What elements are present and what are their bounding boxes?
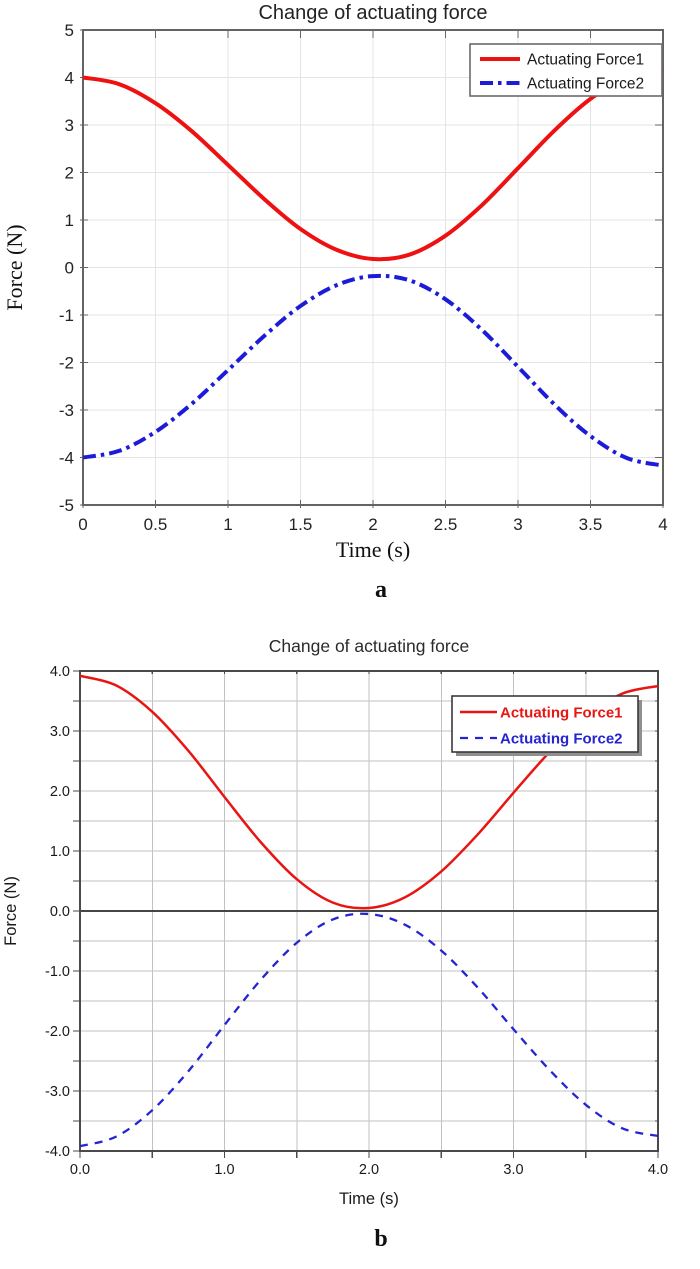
x-tick-label: 0.0 xyxy=(70,1162,90,1178)
x-tick-label: 1.5 xyxy=(289,515,313,534)
axis-ticks xyxy=(80,29,664,508)
chart-a-plot: Change of actuating force 0 0.5 1 1.5 2 2.5 3 3.… xyxy=(2,2,668,562)
legend: Actuating Force1 Actuating Force2 xyxy=(469,43,663,97)
y-axis-label: Force (N) xyxy=(2,876,20,946)
y-tick-label: 0.0 xyxy=(50,904,70,920)
x-axis-label: Time (s) xyxy=(339,1190,399,1208)
legend-label: Actuating Force2 xyxy=(527,76,644,93)
chart-title: Change of actuating force xyxy=(269,636,469,656)
y-tick-label: -4 xyxy=(59,449,74,468)
x-tick-label: 2.0 xyxy=(359,1162,379,1178)
y-tick-label: 2.0 xyxy=(50,784,70,800)
y-tick-label: -1.0 xyxy=(45,964,70,980)
legend: Actuating Force1 Actuating Force2 xyxy=(451,695,642,756)
legend-box xyxy=(469,43,663,97)
actuating-force1-curve xyxy=(82,67,664,262)
x-tick-label: 1.0 xyxy=(214,1162,234,1178)
y-tick-label: -5 xyxy=(59,496,74,515)
figure-a: Change of actuating force 0 0.5 1 1.5 2 2.5 3 3.… xyxy=(0,0,700,606)
chart-title: Change of actuating force xyxy=(258,2,487,24)
plot-border xyxy=(82,29,664,506)
x-tick-label: 2 xyxy=(368,515,377,534)
grid-lines xyxy=(83,30,663,505)
x-tick-label: 0.5 xyxy=(144,515,168,534)
legend-label: Actuating Force2 xyxy=(500,730,623,747)
y-tick-label: 0 xyxy=(65,259,74,278)
x-axis-label: Time (s) xyxy=(336,537,410,562)
y-tick-label: 5 xyxy=(65,21,74,40)
caption-b: b xyxy=(374,1226,388,1252)
plot-border xyxy=(79,670,659,1152)
y-tick-label: -3 xyxy=(59,401,74,420)
y-tick-label: -4.0 xyxy=(45,1144,70,1160)
x-tick-label: 3.5 xyxy=(579,515,603,534)
y-tick-label: -2.0 xyxy=(45,1024,70,1040)
chart-b-plot: Change of actuating force 0.0 1.0 2.0 3.0 4.0… xyxy=(2,636,668,1208)
y-tick-label: 3 xyxy=(65,116,74,135)
y-tick-label: 1.0 xyxy=(50,844,70,860)
y-tick-label: -1 xyxy=(59,306,74,325)
x-tick-label: 4 xyxy=(658,515,667,534)
legend-label: Actuating Force1 xyxy=(527,52,644,69)
caption-a: a xyxy=(375,577,387,603)
y-tick-label: 4 xyxy=(65,69,74,88)
x-tick-label: 2.5 xyxy=(434,515,458,534)
x-tick-label: 1 xyxy=(223,515,232,534)
y-tick-label: 4.0 xyxy=(50,664,70,680)
figure-b: Change of actuating force 0.0 1.0 2.0 3.0 4.0… xyxy=(0,628,700,1256)
legend-label: Actuating Force1 xyxy=(500,704,623,721)
y-tick-label: 3.0 xyxy=(50,724,70,740)
x-tick-label: 0 xyxy=(78,515,87,534)
y-axis-label: Force (N) xyxy=(2,224,27,310)
y-tick-label: 1 xyxy=(65,211,74,230)
x-tick-label: 4.0 xyxy=(648,1162,668,1178)
legend-box xyxy=(451,695,639,753)
actuating-force2-curve xyxy=(82,273,664,468)
x-tick-label: 3 xyxy=(513,515,522,534)
y-tick-label: -2 xyxy=(59,354,74,373)
x-tick-label: 3.0 xyxy=(503,1162,523,1178)
y-tick-label: 2 xyxy=(65,164,74,183)
y-tick-label: -3.0 xyxy=(45,1084,70,1100)
